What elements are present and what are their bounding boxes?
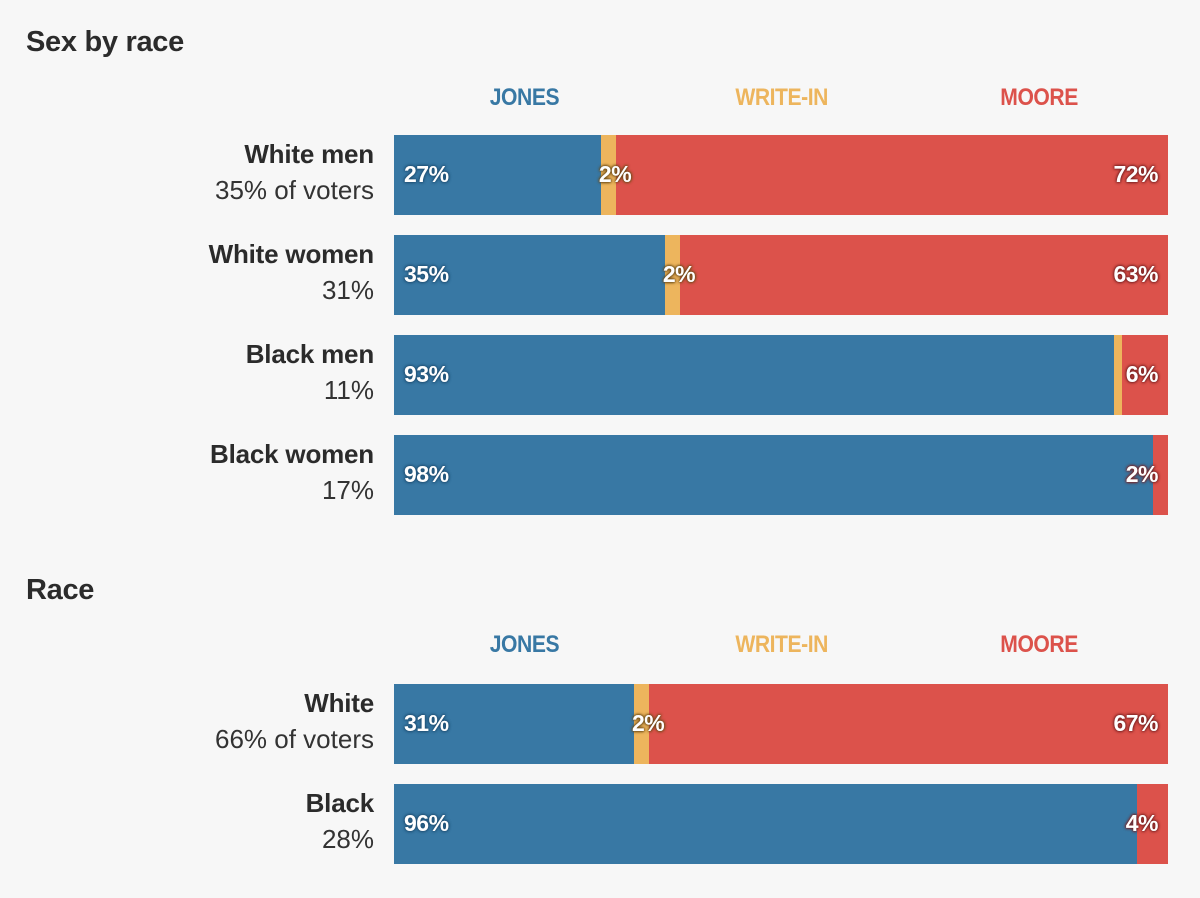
- legend-writein: WRITE-IN: [734, 631, 828, 658]
- row-label: White women 31%: [208, 237, 375, 309]
- stacked-bar: 96% 4%: [394, 784, 1168, 864]
- category-name: White men: [244, 139, 374, 169]
- data-label-jones: 31%: [404, 710, 449, 736]
- bar-row: Black men 11% 93% 6%: [0, 335, 1200, 415]
- legend: JONES WRITE-IN MOORE: [394, 84, 1168, 114]
- bar-row: White 66% of voters 31% 2% 67%: [0, 684, 1200, 764]
- bar-segment-moore[interactable]: [1152, 435, 1168, 515]
- bar-segment-moore[interactable]: [680, 235, 1168, 315]
- data-label-moore: 67%: [1113, 710, 1158, 736]
- data-label-jones: 98%: [404, 461, 449, 487]
- category-name: Black: [305, 788, 375, 818]
- legend-writein: WRITE-IN: [734, 84, 828, 111]
- data-label-moore: 63%: [1113, 261, 1158, 287]
- row-label: Black women 17%: [210, 437, 374, 509]
- bar-segment-writein[interactable]: [1113, 335, 1122, 415]
- data-label-jones: 96%: [404, 810, 449, 836]
- chart-title: Sex by race: [26, 26, 184, 58]
- row-label: White 66% of voters: [215, 686, 374, 758]
- data-label-jones: 93%: [404, 361, 449, 387]
- row-label: Black men 11%: [246, 337, 374, 409]
- bar-segment-writein[interactable]: [664, 235, 681, 315]
- category-share: 11%: [323, 375, 374, 405]
- bar-segment-moore[interactable]: [1137, 784, 1168, 864]
- legend: JONES WRITE-IN MOORE: [394, 631, 1168, 661]
- row-label: White men 35% of voters: [215, 137, 374, 209]
- category-share: 17%: [321, 475, 374, 505]
- category-share: 31%: [321, 275, 374, 305]
- stacked-bar: 35% 2% 63%: [394, 235, 1168, 315]
- bar-row: White men 35% of voters 27% 2% 72%: [0, 135, 1200, 215]
- category-share: 28%: [321, 824, 374, 854]
- category-share: 66% of voters: [215, 724, 374, 754]
- bar-segment-jones[interactable]: [394, 784, 1138, 864]
- row-label: Black 28%: [305, 786, 375, 858]
- category-name: Black men: [245, 339, 374, 369]
- data-label-jones: 27%: [404, 161, 449, 187]
- category-name: Black women: [210, 439, 374, 469]
- stacked-bar: 27% 2% 72%: [394, 135, 1168, 215]
- bar-segment-moore[interactable]: [616, 135, 1168, 215]
- data-label-writein: 2%: [662, 261, 696, 287]
- bar-segment-jones[interactable]: [394, 235, 665, 315]
- data-label-moore: 6%: [1125, 361, 1159, 387]
- data-label-moore: 72%: [1113, 161, 1158, 187]
- stacked-bar: 31% 2% 67%: [394, 684, 1168, 764]
- category-share: 35% of voters: [215, 175, 374, 205]
- legend-moore: MOORE: [1000, 631, 1078, 658]
- bar-segment-jones[interactable]: [394, 335, 1114, 415]
- chart-title: Race: [26, 574, 95, 606]
- bar-segment-jones[interactable]: [394, 684, 634, 764]
- category-name: White women: [208, 239, 375, 269]
- legend-jones: JONES: [489, 631, 559, 658]
- data-label-writein: 2%: [631, 710, 665, 736]
- bar-row: White women 31% 35% 2% 63%: [0, 235, 1200, 315]
- category-name: White: [304, 688, 374, 718]
- bar-segment-writein[interactable]: [633, 684, 650, 764]
- data-label-moore: 2%: [1125, 461, 1159, 487]
- data-label-jones: 35%: [404, 261, 449, 287]
- bar-segment-writein[interactable]: [600, 135, 617, 215]
- legend-jones: JONES: [489, 84, 559, 111]
- data-label-moore: 4%: [1125, 810, 1159, 836]
- legend-moore: MOORE: [1000, 84, 1078, 111]
- bar-segment-moore[interactable]: [649, 684, 1168, 764]
- bar-segment-jones[interactable]: [394, 435, 1153, 515]
- bar-segment-moore[interactable]: [1121, 335, 1169, 415]
- stacked-bar: 93% 6%: [394, 335, 1169, 415]
- bar-row: Black women 17% 98% 2%: [0, 435, 1200, 515]
- bar-segment-jones[interactable]: [394, 135, 601, 215]
- bar-row: Black 28% 96% 4%: [0, 784, 1200, 864]
- stacked-bar: 98% 2%: [394, 435, 1168, 515]
- data-label-writein: 2%: [598, 161, 632, 187]
